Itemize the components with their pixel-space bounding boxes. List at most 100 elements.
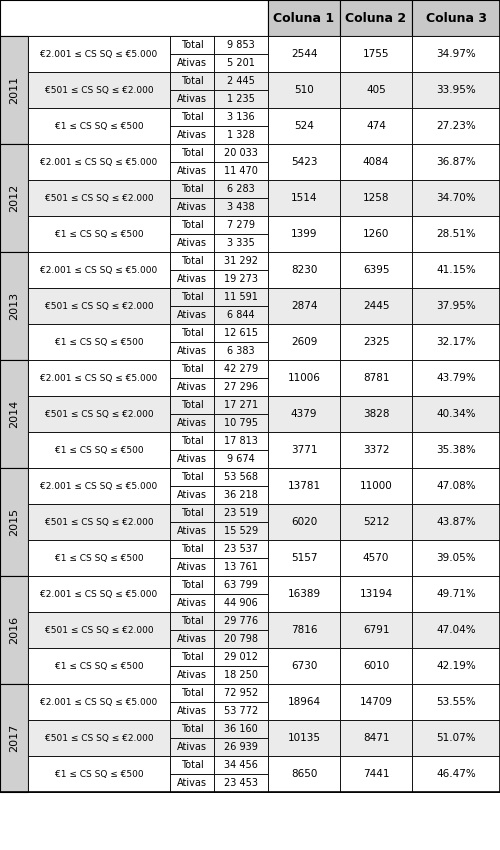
Bar (170, 360, 214, 378)
Text: 35.38%: 35.38% (436, 445, 476, 455)
Text: €1 ≤ CS SQ ≤ €500: €1 ≤ CS SQ ≤ €500 (54, 445, 144, 455)
Text: 23 537: 23 537 (224, 544, 258, 554)
Text: €1 ≤ CS SQ ≤ €500: €1 ≤ CS SQ ≤ €500 (54, 769, 144, 779)
Bar (340, 468, 412, 504)
Bar (412, 612, 500, 648)
Text: 3372: 3372 (363, 445, 389, 455)
Text: 405: 405 (366, 85, 386, 95)
Bar (28, 324, 170, 360)
Bar (214, 396, 268, 414)
Bar (340, 180, 412, 216)
Bar (214, 90, 268, 108)
Text: Total: Total (180, 364, 204, 374)
Text: 26 939: 26 939 (224, 742, 258, 752)
Text: 510: 510 (294, 85, 314, 95)
Text: Total: Total (180, 580, 204, 590)
Bar (170, 162, 214, 180)
Text: Ativas: Ativas (177, 382, 207, 392)
Text: 47.08%: 47.08% (436, 481, 476, 491)
Text: 4570: 4570 (363, 553, 389, 563)
Bar (0, 576, 28, 684)
Bar (340, 684, 412, 720)
Bar (340, 36, 412, 72)
Bar (214, 504, 268, 522)
Bar (170, 306, 214, 324)
Text: 36 218: 36 218 (224, 490, 258, 500)
Bar (214, 666, 268, 684)
Text: 2014: 2014 (9, 400, 19, 428)
Text: 42 279: 42 279 (224, 364, 258, 374)
Text: 53 568: 53 568 (224, 472, 258, 482)
Bar (170, 288, 214, 306)
Bar (268, 252, 340, 288)
Bar (412, 72, 500, 108)
Bar (214, 72, 268, 90)
Bar (170, 666, 214, 684)
Text: 49.71%: 49.71% (436, 589, 476, 599)
Text: 19 273: 19 273 (224, 274, 258, 284)
Bar (340, 756, 412, 792)
Bar (340, 720, 412, 756)
Text: Ativas: Ativas (177, 274, 207, 284)
Bar (412, 756, 500, 792)
Bar (170, 540, 214, 558)
Text: 5423: 5423 (291, 157, 318, 167)
Text: 3828: 3828 (363, 409, 389, 419)
Text: 72 952: 72 952 (224, 688, 258, 698)
Text: 3771: 3771 (291, 445, 318, 455)
Bar (268, 360, 340, 396)
Text: 3 136: 3 136 (227, 112, 255, 122)
Text: 37.95%: 37.95% (436, 301, 476, 311)
Bar (412, 36, 500, 72)
Bar (268, 540, 340, 576)
Bar (214, 738, 268, 756)
Bar (268, 504, 340, 540)
Bar (28, 756, 170, 792)
Bar (0, 36, 28, 144)
Bar (214, 450, 268, 468)
Text: 27.23%: 27.23% (436, 121, 476, 131)
Bar (214, 144, 268, 162)
Bar (214, 54, 268, 72)
Bar (268, 684, 340, 720)
Bar (268, 216, 340, 252)
Text: €501 ≤ CS SQ ≤ €2.000: €501 ≤ CS SQ ≤ €2.000 (44, 86, 154, 94)
Bar (340, 648, 412, 684)
Bar (412, 648, 500, 684)
Text: Total: Total (180, 436, 204, 446)
Bar (412, 504, 500, 540)
Text: 6 844: 6 844 (227, 310, 255, 320)
Text: 4084: 4084 (363, 157, 389, 167)
Bar (268, 324, 340, 360)
Bar (170, 378, 214, 396)
Bar (214, 216, 268, 234)
Bar (170, 198, 214, 216)
Bar (28, 432, 170, 468)
Bar (170, 180, 214, 198)
Text: €2.001 ≤ CS SQ ≤ €5.000: €2.001 ≤ CS SQ ≤ €5.000 (40, 157, 158, 167)
Bar (214, 306, 268, 324)
Bar (28, 504, 170, 540)
Text: 13 761: 13 761 (224, 562, 258, 572)
Bar (214, 270, 268, 288)
Text: 9 853: 9 853 (227, 40, 255, 50)
Bar (412, 144, 500, 180)
Text: 2544: 2544 (291, 49, 318, 59)
Text: €1 ≤ CS SQ ≤ €500: €1 ≤ CS SQ ≤ €500 (54, 230, 144, 239)
Text: Total: Total (180, 616, 204, 626)
Text: Total: Total (180, 544, 204, 554)
Text: 8471: 8471 (363, 733, 389, 743)
Text: 53.55%: 53.55% (436, 697, 476, 707)
Bar (214, 648, 268, 666)
Text: 11 591: 11 591 (224, 292, 258, 302)
Text: €501 ≤ CS SQ ≤ €2.000: €501 ≤ CS SQ ≤ €2.000 (44, 302, 154, 310)
Text: 42.19%: 42.19% (436, 661, 476, 671)
Text: 6 383: 6 383 (227, 346, 255, 356)
Bar (214, 126, 268, 144)
Text: Total: Total (180, 256, 204, 266)
Text: 10 795: 10 795 (224, 418, 258, 428)
Text: Total: Total (180, 760, 204, 770)
Text: 5157: 5157 (291, 553, 318, 563)
Text: Total: Total (180, 688, 204, 698)
Bar (170, 90, 214, 108)
